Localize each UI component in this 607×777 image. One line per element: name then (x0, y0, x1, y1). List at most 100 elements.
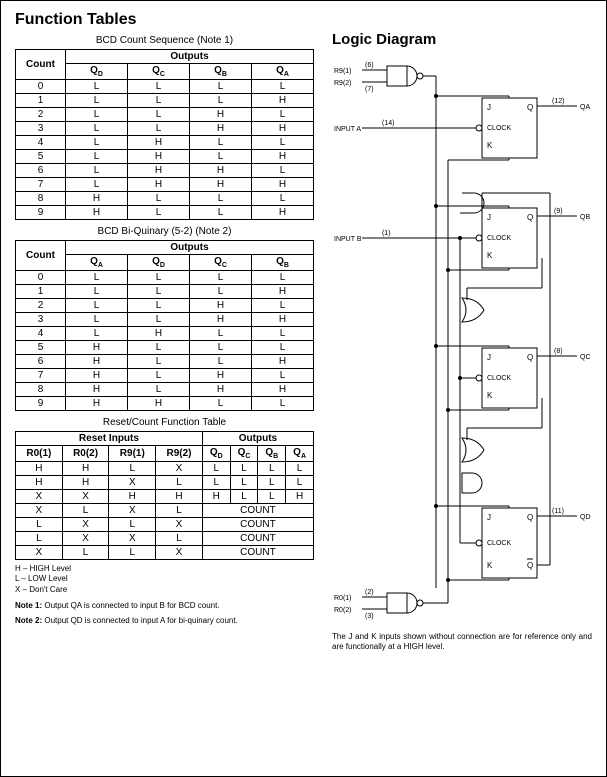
table1-col: QD (66, 64, 128, 80)
table3-reset-col: R9(1) (109, 446, 156, 462)
qd-label: QD (580, 514, 591, 521)
table-row: 3LLHH (16, 313, 314, 327)
qa-pin: (12) (552, 98, 564, 105)
r92-pin: (7) (365, 86, 374, 93)
inputa-pin: (14) (382, 120, 394, 127)
svg-text:Q: Q (527, 513, 533, 522)
table-row: 1LLLH (16, 285, 314, 299)
main-layout: BCD Count Sequence (Note 1) Count Output… (15, 31, 592, 653)
svg-text:K: K (487, 251, 493, 260)
table3-output-col: QD (202, 446, 230, 462)
table-row: 0LLLL (16, 80, 314, 94)
function-tables-heading: Function Tables (15, 11, 592, 29)
table1-caption: BCD Count Sequence (Note 1) (15, 35, 314, 46)
r01-pin: (2) (365, 589, 374, 596)
r92-label: R9(2) (334, 80, 352, 87)
table-row: HHLXLLLL (16, 462, 314, 476)
table-row: 1LLLH (16, 94, 314, 108)
table2-caption: BCD Bi-Quinary (5-2) (Note 2) (15, 226, 314, 237)
svg-text:Q: Q (527, 561, 533, 570)
logic-diagram-heading: Logic Diagram (332, 31, 592, 48)
table3-reset-header: Reset Inputs (16, 432, 203, 446)
table-row: HHXLLLLL (16, 476, 314, 490)
table3-output-col: QC (230, 446, 258, 462)
r01-label: R0(1) (334, 595, 352, 602)
logic-diagram-svg: R9(1) (6) R9(2) (7) J Q K CLOCK INPUT A … (332, 48, 592, 628)
svg-text:J: J (487, 513, 491, 522)
right-column: Logic Diagram R9(1) (6) R9(2) (7) J Q K (332, 31, 592, 653)
table-row: 6HLLH (16, 355, 314, 369)
table-row: 6LHHL (16, 164, 314, 178)
note2: Note 2: Output QD is connected to input … (15, 616, 314, 625)
table-row: 3LLHH (16, 122, 314, 136)
logic-diagram: R9(1) (6) R9(2) (7) J Q K CLOCK INPUT A … (332, 48, 592, 628)
legend-l: L – LOW Level (15, 574, 314, 584)
table-row: 5HLLL (16, 341, 314, 355)
table-row: 4LHLL (16, 136, 314, 150)
table-row: 8HLLL (16, 192, 314, 206)
bcd-biquinary-table: Count Outputs QAQDQCQB 0LLLL1LLLH2LLHL3L… (15, 240, 314, 411)
svg-text:J: J (487, 353, 491, 362)
table1-col: QA (252, 64, 314, 80)
svg-text:K: K (487, 141, 493, 150)
table2-col: QA (66, 255, 128, 271)
note1: Note 1: Output QA is connected to input … (15, 601, 314, 610)
table-row: LXXLCOUNT (16, 532, 314, 546)
table2-count-header: Count (16, 241, 66, 271)
qb-pin: (9) (554, 208, 563, 215)
qd-pin: (11) (552, 508, 564, 515)
table1-count-header: Count (16, 50, 66, 80)
table-row: 0LLLL (16, 271, 314, 285)
table-row: XLLXCOUNT (16, 546, 314, 560)
svg-text:CLOCK: CLOCK (487, 125, 511, 132)
svg-text:K: K (487, 391, 493, 400)
inputb-label: INPUT B (334, 236, 362, 243)
table1-outputs-header: Outputs (66, 50, 314, 64)
legend-x: X – Don't Care (15, 585, 314, 595)
r02-pin: (3) (365, 613, 374, 620)
table-row: 7LHHH (16, 178, 314, 192)
qc-label: QC (580, 354, 591, 361)
svg-text:J: J (487, 213, 491, 222)
inputb-pin: (1) (382, 230, 391, 237)
table-row: 7HLHL (16, 369, 314, 383)
qb-label: QB (580, 214, 590, 221)
table3-reset-col: R9(2) (156, 446, 203, 462)
table-row: LXLXCOUNT (16, 518, 314, 532)
reset-count-table: Reset Inputs Outputs R0(1)R0(2)R9(1)R9(2… (15, 431, 314, 560)
left-column: BCD Count Sequence (Note 1) Count Output… (15, 31, 314, 653)
r91-label: R9(1) (334, 68, 352, 75)
table2-col: QD (128, 255, 190, 271)
svg-text:J: J (487, 103, 491, 112)
table-row: 4LHLL (16, 327, 314, 341)
legend: H – HIGH Level L – LOW Level X – Don't C… (15, 564, 314, 595)
table-row: 2LLHL (16, 299, 314, 313)
svg-text:Q: Q (527, 213, 533, 222)
table-row: 9HHLL (16, 397, 314, 411)
inputa-label: INPUT A (334, 126, 361, 133)
table-row: 8HLHH (16, 383, 314, 397)
qc-pin: (8) (554, 348, 563, 355)
table1-col: QB (190, 64, 252, 80)
table1-col: QC (128, 64, 190, 80)
svg-text:K: K (487, 561, 493, 570)
qa-label: QA (580, 104, 590, 111)
r91-pin: (6) (365, 62, 374, 69)
table2-outputs-header: Outputs (66, 241, 314, 255)
legend-h: H – HIGH Level (15, 564, 314, 574)
table3-caption: Reset/Count Function Table (15, 417, 314, 428)
table-row: 5LHLH (16, 150, 314, 164)
bcd-count-table: Count Outputs QDQCQBQA 0LLLL1LLLH2LLHL3L… (15, 49, 314, 220)
table3-col-headers: R0(1)R0(2)R9(1)R9(2)QDQCQBQA (16, 446, 314, 462)
diagram-caption: The J and K inputs shown without connect… (332, 632, 592, 653)
table3-output-col: QA (286, 446, 314, 462)
svg-text:Q: Q (527, 103, 533, 112)
svg-text:CLOCK: CLOCK (487, 375, 511, 382)
table2-col: QC (190, 255, 252, 271)
svg-text:CLOCK: CLOCK (487, 540, 511, 547)
svg-text:Q: Q (527, 353, 533, 362)
table2-col: QB (252, 255, 314, 271)
table-row: 2LLHL (16, 108, 314, 122)
table3-reset-col: R0(1) (16, 446, 63, 462)
svg-text:CLOCK: CLOCK (487, 235, 511, 242)
